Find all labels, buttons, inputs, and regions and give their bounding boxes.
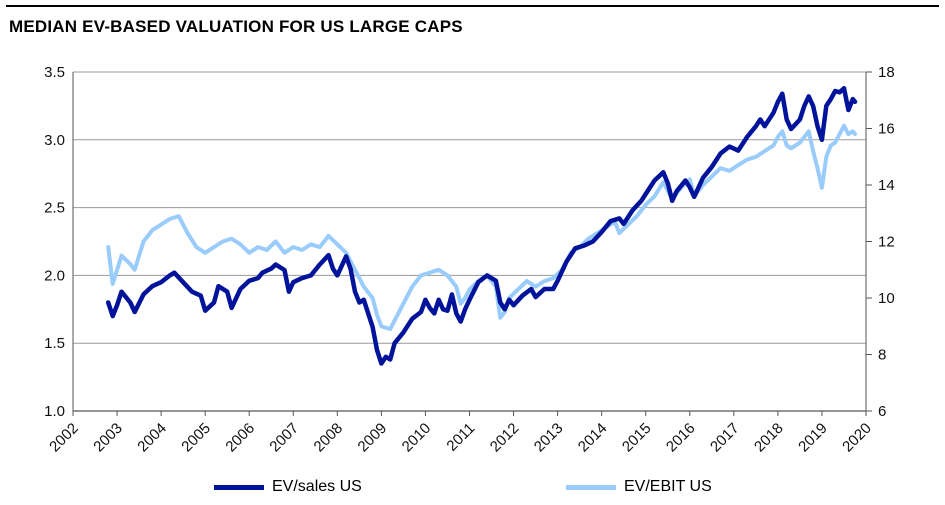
series-layer: [105, 86, 858, 366]
y-left-tick-label: 1.0: [44, 403, 65, 420]
legend: EV/sales US EV/EBIT US: [0, 478, 945, 502]
x-tick-label: 2016: [663, 420, 699, 456]
x-tick-label: 2003: [90, 420, 126, 456]
legend-label-ev-ebit: EV/EBIT US: [624, 478, 712, 495]
x-tick-label: 2010: [399, 420, 435, 456]
legend-item-ev-ebit: EV/EBIT US: [566, 478, 712, 496]
x-tick-label: 2019: [795, 420, 831, 456]
axis-layer: [72, 71, 872, 416]
x-tick-label: 2009: [355, 420, 391, 456]
legend-item-ev-sales: EV/sales US: [214, 478, 362, 496]
x-tick-label: 2011: [443, 420, 478, 455]
legend-swatch-ev-ebit: [566, 484, 616, 490]
x-tick-label: 2005: [178, 420, 214, 456]
x-tick-label: 2017: [707, 420, 743, 456]
x-tick-label: 2008: [311, 420, 347, 456]
y-right-tick-label: 10: [878, 290, 895, 307]
x-tick-label: 2002: [46, 420, 82, 456]
y-right-tick-label: 18: [878, 64, 895, 81]
x-tick-label: 2012: [487, 420, 523, 456]
x-tick-label: 2007: [266, 420, 302, 456]
legend-swatch-ev-sales: [214, 484, 264, 490]
y-left-tick-label: 3.5: [44, 64, 65, 81]
y-right-tick-label: 16: [878, 121, 895, 138]
y-left-tick-label: 2.5: [44, 200, 65, 217]
y-right-tick-label: 14: [878, 177, 895, 194]
x-tick-label: 2014: [575, 420, 611, 456]
y-left-tick-label: 3.0: [44, 132, 65, 149]
x-tick-label: 2015: [619, 420, 655, 456]
y-right-tick-label: 6: [878, 403, 886, 420]
series-line-ev-sales: [105, 86, 858, 366]
y-left-tick-label: 2.0: [44, 267, 65, 284]
x-tick-label: 2004: [134, 420, 170, 456]
x-tick-label: 2020: [839, 420, 875, 456]
y-left-tick-label: 1.5: [44, 335, 65, 352]
legend-label-ev-sales: EV/sales US: [272, 478, 362, 495]
series-line-ev-ebit: [106, 123, 857, 332]
y-right-tick-label: 8: [878, 347, 886, 364]
x-tick-label: 2013: [531, 420, 567, 456]
title-top-rule: [6, 5, 939, 7]
chart-title: MEDIAN EV-BASED VALUATION FOR US LARGE C…: [9, 17, 463, 36]
x-tick-label: 2006: [222, 420, 258, 456]
x-tick-label: 2018: [751, 420, 787, 456]
y-right-tick-label: 12: [878, 234, 895, 251]
